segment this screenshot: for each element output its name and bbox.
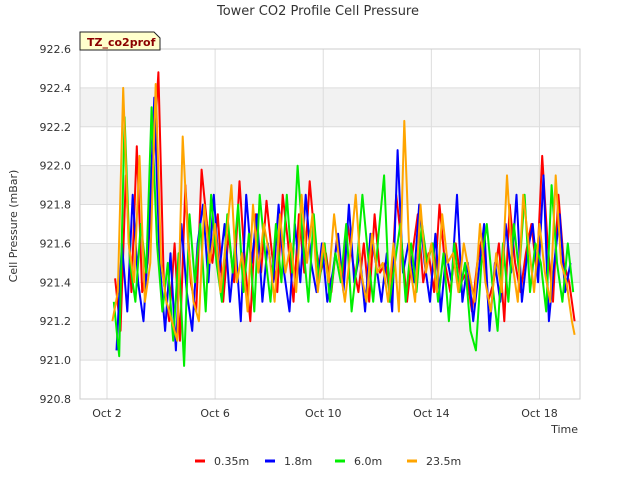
y-tick-label: 922.2 xyxy=(40,121,72,134)
background-band xyxy=(80,360,580,399)
site-badge-label: TZ_co2prof xyxy=(87,36,156,49)
site-badge: TZ_co2prof xyxy=(79,31,161,51)
x-tick-label: Oct 18 xyxy=(521,407,558,420)
y-axis-label: Cell Pressure (mBar) xyxy=(7,170,20,283)
plot-frame xyxy=(79,48,581,400)
x-tick-label: Oct 6 xyxy=(200,407,230,420)
legend: 0.35m 1.8m 6.0m 23.5m xyxy=(195,455,461,468)
series-lines xyxy=(111,71,576,367)
series-line-23-5m xyxy=(111,83,576,342)
background-band xyxy=(80,321,580,361)
y-tick-label: 921.6 xyxy=(40,237,72,250)
background-band xyxy=(80,87,580,127)
chart-title: Tower CO2 Profile Cell Pressure xyxy=(216,4,419,19)
x-axis-label: Time xyxy=(550,423,578,436)
y-tick-label: 921.4 xyxy=(40,276,72,289)
background-band xyxy=(80,126,580,166)
x-axis-ticks: Oct 2 Oct 6 Oct 10 Oct 14 Oct 18 xyxy=(92,407,557,420)
site-badge-box xyxy=(79,31,161,51)
series-line-6-0m xyxy=(112,106,575,367)
y-tick-label: 921.0 xyxy=(40,354,72,367)
y-tick-label: 920.8 xyxy=(40,393,72,406)
x-tick-label: Oct 2 xyxy=(92,407,122,420)
legend-label: 6.0m xyxy=(354,455,382,468)
x-tick-label: Oct 10 xyxy=(305,407,342,420)
y-tick-label: 922.6 xyxy=(40,43,72,56)
y-tick-label: 921.8 xyxy=(40,199,72,212)
y-tick-label: 921.2 xyxy=(40,315,72,328)
legend-label: 23.5m xyxy=(426,455,461,468)
legend-label: 0.35m xyxy=(214,455,249,468)
y-axis-ticks: 920.8 921.0 921.2 921.4 921.6 921.8 922.0 922.2… xyxy=(40,43,72,406)
legend-label: 1.8m xyxy=(284,455,312,468)
x-tick-label: Oct 14 xyxy=(413,407,450,420)
background-band xyxy=(80,165,580,205)
y-tick-label: 922.4 xyxy=(40,82,72,95)
background-band xyxy=(80,49,580,88)
y-tick-label: 922.0 xyxy=(40,160,72,173)
